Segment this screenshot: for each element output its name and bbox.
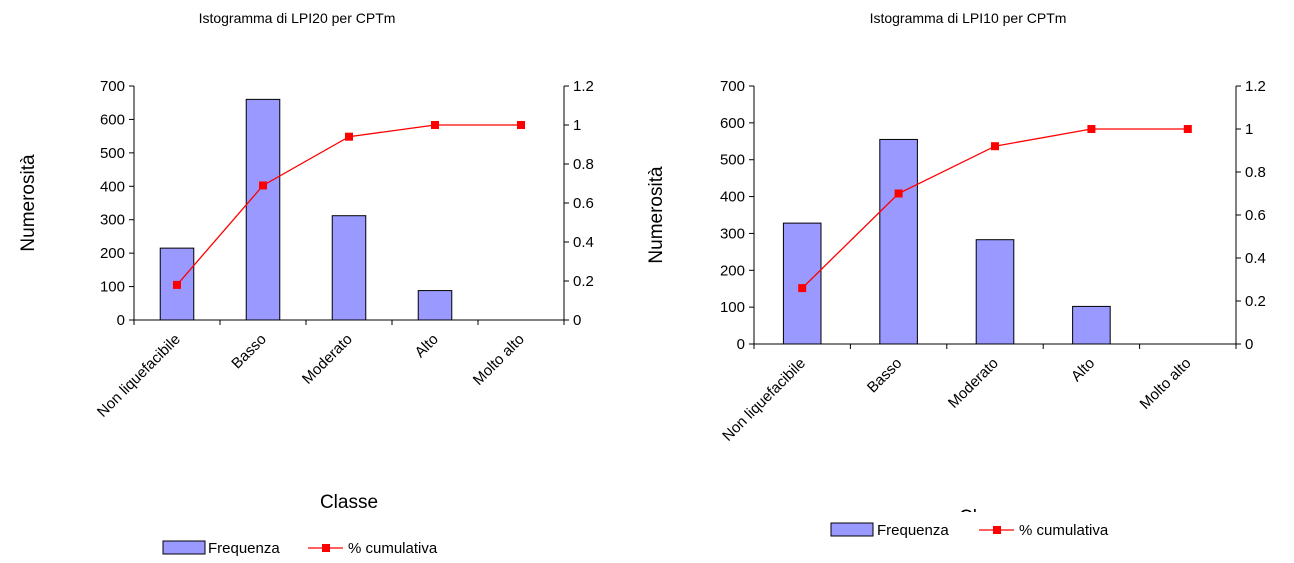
chart-1-cumulative-marker: [259, 181, 267, 190]
chart-1-y2-tick-label: 0.6: [573, 195, 594, 212]
chart-1-cumulative-marker: [517, 121, 525, 129]
chart-2-x-axis-label-clip-group: Cl: [959, 507, 977, 528]
chart-2-y-tick-label: 300: [720, 225, 745, 242]
chart-2-y-tick-label: 100: [720, 299, 745, 316]
chart-1-y2-tick-label: 1.2: [573, 78, 594, 95]
chart-1-y-tick-label: 100: [100, 279, 125, 296]
chart-2-legend: Frequenza % cumulativa: [830, 522, 1109, 539]
chart-2-x-tick-label: Basso: [864, 355, 906, 397]
chart-1-y2-tick-label: 0.8: [573, 156, 594, 173]
chart-1-bar: [331, 215, 367, 321]
chart-1-cumulative-marker: [431, 121, 439, 129]
chart-2-y-tick-label: 700: [720, 78, 745, 95]
chart-1: Istogramma di LPI20 per CPTm Numerosità …: [18, 10, 594, 557]
chart-2-x-tick-label: Non liquefacibile: [719, 355, 809, 445]
chart-1-x-tick-label: Molto alto: [470, 331, 528, 389]
chart-1-y2-tick-label: 0.4: [573, 234, 594, 251]
chart-1-y-tick-label: 400: [100, 178, 125, 195]
chart-2-y2-tick-label: 0: [1245, 336, 1253, 353]
chart-1-title: Istogramma di LPI20 per CPTm: [199, 10, 396, 26]
chart-1-y-tick-label: 700: [100, 78, 125, 95]
chart-2-y2-tick-label: 0.6: [1245, 207, 1266, 224]
chart-1-legend-bar-label: Frequenza: [208, 540, 280, 557]
chart-1-plot-area: 0 100 200 300 400 500 600 700 0 0.2 0.4 0.6 0.8 1 1.2 N…: [94, 78, 594, 421]
chart-2: Istogramma di LPI10 per CPTm Numerosità …: [646, 10, 1266, 539]
chart-2-y-tick-label: 0: [737, 336, 745, 353]
chart-1-bar: [417, 290, 453, 321]
chart-2-bar: [879, 138, 918, 345]
chart-2-bar: [782, 222, 822, 345]
chart-2-y2-tick-label: 1: [1245, 121, 1253, 138]
chart-1-y-tick-label: 500: [100, 145, 125, 162]
chart-2-title: Istogramma di LPI10 per CPTm: [870, 10, 1067, 26]
chart-2-cumulative-marker: [991, 142, 999, 151]
chart-2-cumulative-marker: [1183, 125, 1192, 133]
chart-2-y2-tick-label: 0.2: [1245, 293, 1266, 310]
chart-1-y2-tick-label: 0.2: [573, 273, 594, 290]
chart-2-x-tick-label: Molto alto: [1137, 355, 1195, 413]
chart-1-y2-tick-label: 0: [573, 312, 581, 329]
chart-2-y2-tick-label: 1.2: [1245, 78, 1266, 95]
chart-2-x-tick-label: Alto: [1068, 355, 1098, 385]
chart-2-plot-area: 0 100 200 300 400 500 600 700 0 0.2 0.4 0.6 0.8 1 1.2 N…: [719, 78, 1266, 445]
chart-2-cumulative-marker: [1087, 125, 1096, 133]
chart-1-legend-bar-swatch: [162, 540, 206, 555]
chart-1-y-tick-label: 200: [100, 245, 125, 262]
chart-1-cumulative-marker: [173, 280, 181, 289]
chart-1-cumulative-marker: [345, 132, 353, 141]
chart-1-x-axis-label: Classe: [320, 492, 378, 513]
chart-2-legend-bar-label: Frequenza: [877, 522, 949, 539]
chart-2-legend-bar-swatch: [830, 522, 874, 537]
chart-2-bar: [1072, 305, 1111, 345]
chart-1-x-tick-label: Non liquefacibile: [94, 331, 184, 421]
chart-2-y2-tick-label: 0.4: [1245, 250, 1266, 267]
chart-2-x-tick-label: Moderato: [945, 355, 1002, 412]
chart-2-y-tick-label: 500: [720, 152, 745, 169]
chart-1-y-tick-label: 600: [100, 111, 125, 128]
chart-1-x-tick-label: Moderato: [299, 331, 356, 388]
chart-2-x-axis-label: Cl: [959, 507, 977, 528]
chart-1-legend: Frequenza % cumulativa: [162, 540, 438, 557]
chart-1-y-tick-label: 300: [100, 212, 125, 229]
chart-1-x-tick-label: Alto: [412, 331, 442, 361]
chart-2-y-tick-label: 200: [720, 262, 745, 279]
chart-2-y-axis-label: Numerosità: [646, 166, 667, 264]
chart-1-x-tick-label: Basso: [228, 331, 270, 373]
chart-1-y-axis-label: Numerosità: [18, 154, 39, 252]
chart-2-cumulative-marker: [894, 189, 903, 198]
chart-2-y2-tick-label: 0.8: [1245, 164, 1266, 181]
chart-2-legend-line-marker: [993, 526, 1001, 534]
chart-1-legend-line-marker: [322, 544, 330, 552]
chart-2-legend-line-label: % cumulativa: [1019, 522, 1109, 539]
chart-2-cumulative-marker: [798, 284, 807, 293]
chart-1-legend-line-label: % cumulativa: [348, 540, 438, 557]
chart-2-bar: [975, 239, 1015, 345]
chart-1-y-tick-label: 0: [117, 312, 125, 329]
chart-1-y2-tick-label: 1: [573, 117, 581, 134]
chart-2-y-tick-label: 400: [720, 189, 745, 206]
chart-2-y-tick-label: 600: [720, 115, 745, 132]
chart-1-bar: [245, 98, 281, 321]
